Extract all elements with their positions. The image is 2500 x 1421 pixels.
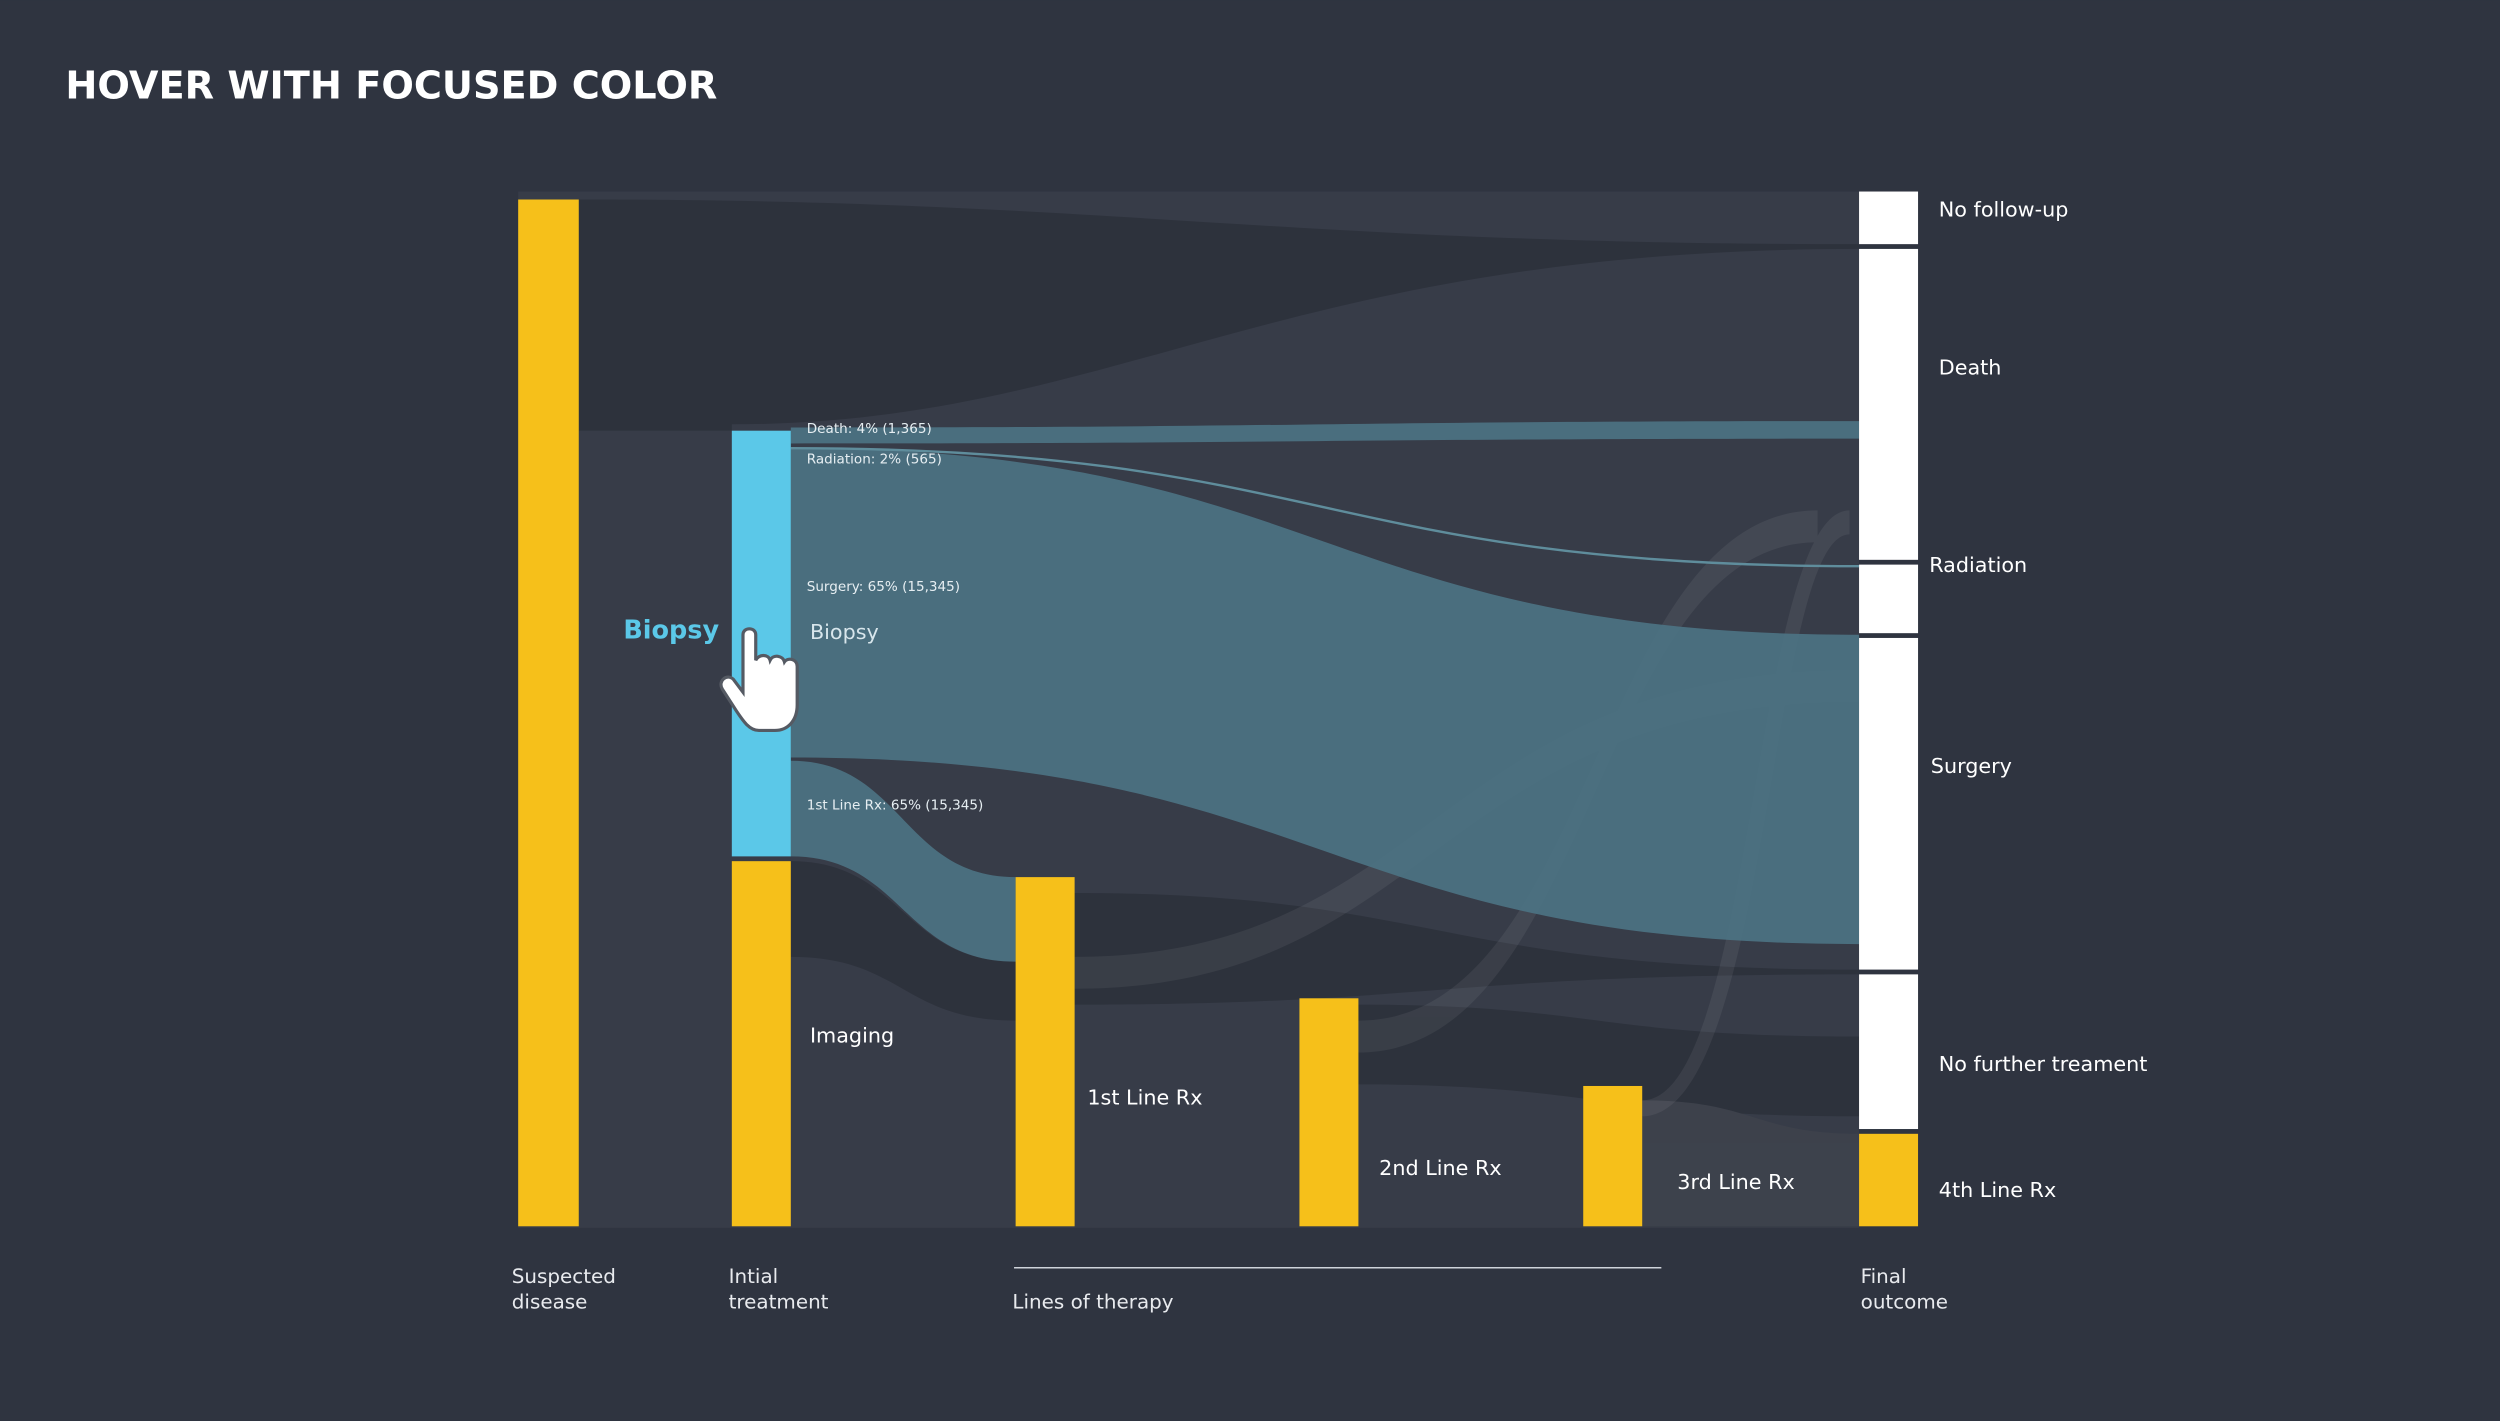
node-3rd-line[interactable] — [1583, 1085, 1643, 1227]
node-radiation[interactable] — [1859, 564, 1919, 634]
node-label: No further treament — [1939, 1052, 2148, 1076]
link-label: Surgery: 65% (15,345) — [807, 579, 960, 595]
stage-label: Intial — [729, 1265, 779, 1288]
node-imaging[interactable] — [731, 861, 791, 1227]
node-biopsy[interactable] — [731, 430, 791, 857]
flow — [1074, 893, 1860, 1005]
stage-label: Final — [1861, 1265, 1907, 1288]
node-label: Death — [1939, 356, 2002, 380]
focused-flows — [790, 421, 1860, 962]
node-4th-line[interactable] — [1859, 1133, 1919, 1227]
node-label: Radiation — [1929, 553, 2027, 577]
node-label: 3rd Line Rx — [1677, 1170, 1795, 1194]
flow-radiation — [790, 447, 1860, 568]
node-suspected — [518, 199, 579, 1227]
stage-label: treatment — [729, 1290, 829, 1313]
background-flows — [578, 199, 1860, 1227]
cursor — [719, 627, 799, 733]
node-label: No follow-up — [1939, 198, 2069, 222]
node-no-further[interactable] — [1859, 974, 1919, 1130]
node-label: 4th Line Rx — [1939, 1178, 2056, 1202]
link-label: Radiation: 2% (565) — [807, 451, 942, 467]
link-label: 1st Line Rx: 65% (15,345) — [807, 797, 984, 813]
node-no-follow-up[interactable] — [1859, 191, 1919, 245]
stage-label: Suspected — [512, 1265, 616, 1288]
node-label: Imaging — [810, 1024, 894, 1048]
flow-1st-line — [790, 760, 1016, 962]
node-label: 2nd Line Rx — [1379, 1156, 1501, 1180]
node-surgery[interactable] — [1859, 637, 1919, 970]
node-1st-line[interactable] — [1015, 877, 1075, 1227]
hover-label: Biopsy — [623, 616, 719, 646]
stage-label: Lines of therapy — [1012, 1290, 1173, 1313]
link-label: Death: 4% (1,365) — [807, 421, 932, 437]
stage-label: disease — [512, 1290, 588, 1313]
stage-label: outcome — [1861, 1290, 1948, 1313]
page-title: HOVER WITH FOCUSED COLOR — [65, 63, 717, 108]
node-label: Surgery — [1931, 754, 2012, 778]
node-label: 1st Line Rx — [1087, 1086, 1202, 1110]
flow — [578, 199, 1860, 431]
flow — [1358, 1004, 1860, 1117]
node-label: Biopsy — [810, 620, 879, 644]
node-2nd-line[interactable] — [1299, 998, 1359, 1227]
flow-surgery — [790, 448, 1860, 945]
flow-death — [790, 421, 1860, 444]
flow — [790, 861, 1016, 1021]
node-death[interactable] — [1859, 248, 1919, 560]
flow — [1642, 1100, 1860, 1227]
